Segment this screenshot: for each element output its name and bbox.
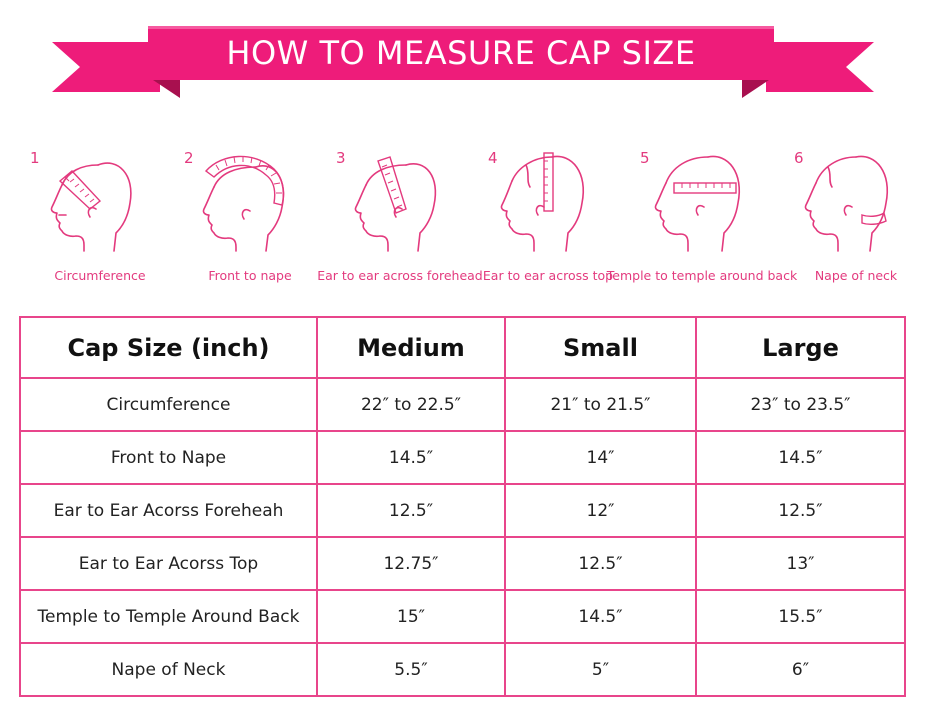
table-row: Nape of Neck 5.5″ 5″ 6″ [19, 642, 906, 697]
step-label: Ear to ear across top [482, 268, 614, 283]
step-number: 2 [184, 149, 194, 167]
table-row: Front to Nape 14.5″ 14″ 14.5″ [19, 430, 906, 485]
head-temple-to-temple-icon [654, 155, 741, 252]
row-label: Circumference [19, 377, 318, 432]
step-number: 3 [336, 149, 346, 167]
cell-small: 21″ to 21.5″ [504, 377, 697, 432]
cell-small: 12.5″ [504, 536, 697, 591]
column-header-large: Large [695, 316, 906, 379]
head-front-to-nape-icon [202, 155, 285, 252]
cell-medium: 15″ [316, 589, 506, 644]
cell-medium: 14.5″ [316, 430, 506, 485]
page-title: HOW TO MEASURE CAP SIZE [226, 34, 696, 72]
step-ear-to-ear-forehead: 3 Ear to ear across forehead [317, 145, 483, 290]
cell-large: 23″ to 23.5″ [695, 377, 906, 432]
row-label: Temple to Temple Around Back [19, 589, 318, 644]
step-temple-to-temple: 5 Temple to temple around back [607, 145, 797, 290]
cell-small: 5″ [504, 642, 697, 697]
table-row: Ear to Ear Acorss Foreheah 12.5″ 12″ 12.… [19, 483, 906, 538]
step-label: Front to nape [208, 268, 292, 283]
row-label: Ear to Ear Acorss Top [19, 536, 318, 591]
cell-medium: 5.5″ [316, 642, 506, 697]
step-number: 4 [488, 149, 498, 167]
cell-medium: 22″ to 22.5″ [316, 377, 506, 432]
step-label: Temple to temple around back [606, 268, 798, 283]
cell-small: 12″ [504, 483, 697, 538]
cell-medium: 12.5″ [316, 483, 506, 538]
table-row: Circumference 22″ to 22.5″ 21″ to 21.5″ … [19, 377, 906, 432]
cell-large: 13″ [695, 536, 906, 591]
cap-size-table: Cap Size (inch) Medium Small Large Circu… [19, 316, 906, 697]
head-nape-of-neck-icon [804, 155, 889, 252]
step-number: 5 [640, 149, 650, 167]
head-ear-to-ear-forehead-icon [354, 156, 437, 252]
row-label: Nape of Neck [19, 642, 318, 697]
step-number: 6 [794, 149, 804, 167]
cell-large: 14.5″ [695, 430, 906, 485]
step-nape-of-neck: 6 Nape of neck [776, 145, 926, 290]
head-ear-to-ear-top-icon [500, 152, 585, 252]
row-label: Front to Nape [19, 430, 318, 485]
step-label: Circumference [54, 268, 146, 283]
cell-medium: 12.75″ [316, 536, 506, 591]
column-header-small: Small [504, 316, 697, 379]
cell-small: 14.5″ [504, 589, 697, 644]
step-front-to-nape: 2 Front to nape [170, 145, 330, 290]
head-circumference-icon [50, 162, 132, 252]
ribbon-shape [52, 26, 874, 98]
table-row: Ear to Ear Acorss Top 12.75″ 12.5″ 13″ [19, 536, 906, 591]
step-label: Ear to ear across forehead [317, 268, 483, 283]
cell-large: 6″ [695, 642, 906, 697]
table-header-row: Cap Size (inch) Medium Small Large [19, 316, 906, 379]
step-ear-to-ear-top: 4 Ear to ear across top [468, 145, 628, 290]
step-label: Nape of neck [814, 268, 898, 283]
cell-small: 14″ [504, 430, 697, 485]
column-header-medium: Medium [316, 316, 506, 379]
title-banner: HOW TO MEASURE CAP SIZE [0, 0, 926, 110]
row-label: Ear to Ear Acorss Foreheah [19, 483, 318, 538]
table-row: Temple to Temple Around Back 15″ 14.5″ 1… [19, 589, 906, 644]
cell-large: 12.5″ [695, 483, 906, 538]
step-circumference: 1 Circumference [20, 145, 180, 290]
column-header-cap-size: Cap Size (inch) [19, 316, 318, 379]
step-number: 1 [30, 149, 40, 167]
cell-large: 15.5″ [695, 589, 906, 644]
